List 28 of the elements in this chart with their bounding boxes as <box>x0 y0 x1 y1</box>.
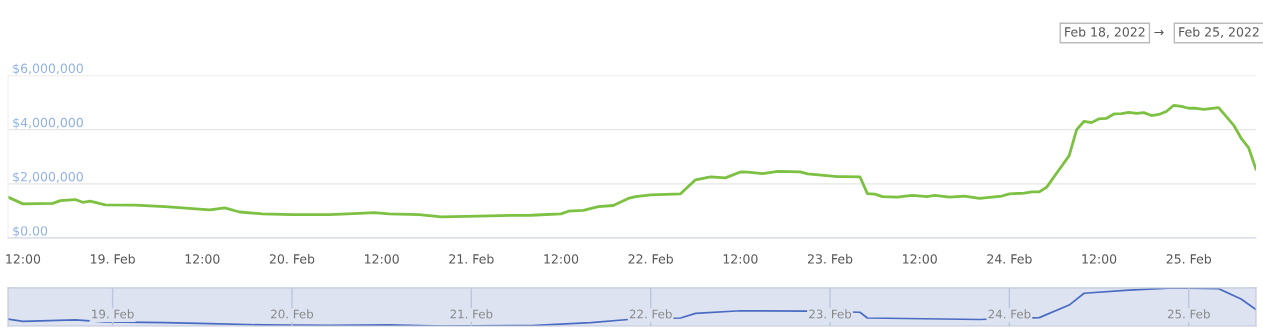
x-tick-label: 21. Feb <box>449 253 494 264</box>
x-tick-label: 24. Feb <box>987 253 1032 264</box>
x-tick-label: 12:00 <box>544 254 579 264</box>
x-tick-label: 19. Feb <box>91 253 135 264</box>
x-tick-label: 12:00 <box>903 254 937 264</box>
x-tick-label: 22. Feb <box>628 253 673 264</box>
text: Feb 25, 2022 <box>1179 26 1259 38</box>
y-tick-label: $6,000,000 <box>13 63 83 75</box>
x-tick-label: 12:00 <box>1082 254 1117 264</box>
x-tick-label: 23. Feb <box>807 253 853 264</box>
y-tick-label: $2,000,000 <box>13 171 83 184</box>
text: → <box>1154 29 1164 36</box>
x-tick-label: 24. Feb <box>988 309 1031 319</box>
x-tick-label: 20. Feb <box>271 309 314 319</box>
x-tick-label: 12:00 <box>185 254 220 264</box>
y-tick-label: $0.00 <box>13 225 48 238</box>
x-tick-label: 12:00 <box>365 254 399 264</box>
x-tick-label: 12:00 <box>723 254 758 264</box>
x-tick-label: 25. Feb <box>1166 253 1212 264</box>
x-tick-label: 22. Feb <box>629 309 672 319</box>
x-tick-label: 19. Feb <box>92 309 134 319</box>
text: Feb 18, 2022 <box>1065 26 1145 38</box>
x-tick-label: 21. Feb <box>450 309 493 319</box>
x-tick-label: 20. Feb <box>269 253 315 264</box>
x-tick-label: 25. Feb <box>1167 309 1210 319</box>
x-tick-label: 23. Feb <box>809 309 852 319</box>
x-tick-label: 12:00 <box>6 254 41 264</box>
y-tick-label: $4,000,000 <box>13 117 83 129</box>
